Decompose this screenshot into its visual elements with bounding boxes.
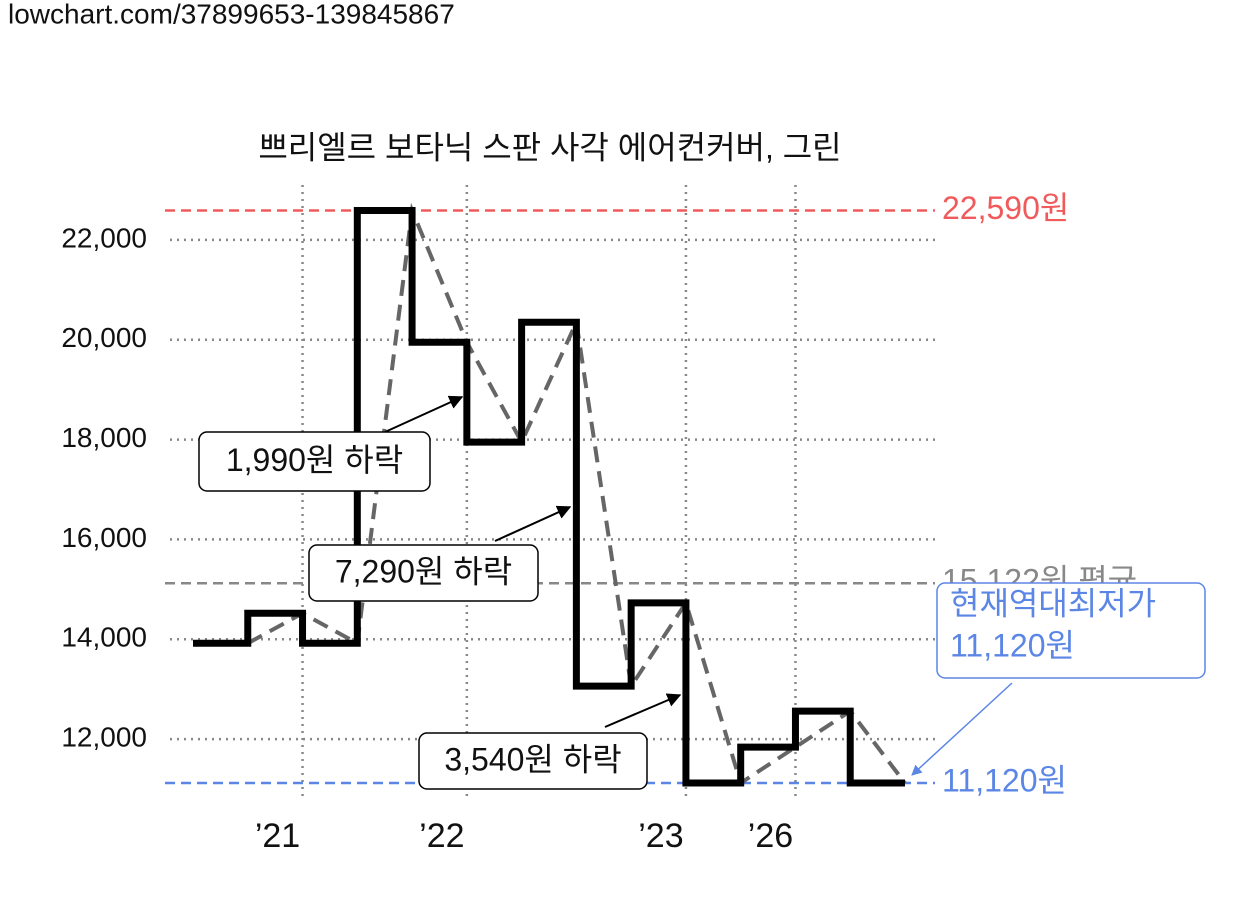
x-tick-label: ’26 xyxy=(748,817,793,855)
annotation-box xyxy=(936,582,1206,679)
annotation-arrow xyxy=(384,395,464,433)
annotation-arrow xyxy=(604,693,682,728)
y-tick-label: 14,000 xyxy=(61,622,147,653)
price-step-line xyxy=(193,206,905,787)
annotation-text: 7,290원 하락 xyxy=(335,553,512,589)
annotation-arrow xyxy=(911,682,1013,776)
reference-label: 11,120원 xyxy=(942,762,1067,798)
annotation-box xyxy=(308,544,539,602)
y-tick-label: 20,000 xyxy=(61,322,147,353)
y-tick-label: 22,000 xyxy=(61,222,147,253)
annotation-text: 11,120원 xyxy=(950,627,1075,663)
x-tick-label: ’23 xyxy=(638,817,683,855)
annotation-text: 현재역대최저가 xyxy=(950,585,1156,621)
annotation-box xyxy=(198,431,431,492)
url: lowchart.com/37899653-139845867 xyxy=(8,0,455,29)
x-tick-label: ’21 xyxy=(255,817,300,855)
y-tick-label: 16,000 xyxy=(61,522,147,553)
y-tick-label: 18,000 xyxy=(61,422,147,453)
annotation-arrow xyxy=(494,505,572,542)
annotation-text: 1,990원 하락 xyxy=(226,442,403,478)
annotation-box xyxy=(418,732,648,790)
x-tick-label: ’22 xyxy=(419,817,464,855)
chart-title: 쁘리엘르 보타닉 스판 사각 에어컨커버, 그린 xyxy=(258,129,841,165)
annotation-text: 3,540원 하락 xyxy=(444,741,621,777)
reference-label: 22,590원 xyxy=(942,190,1069,226)
y-tick-label: 12,000 xyxy=(61,721,147,752)
